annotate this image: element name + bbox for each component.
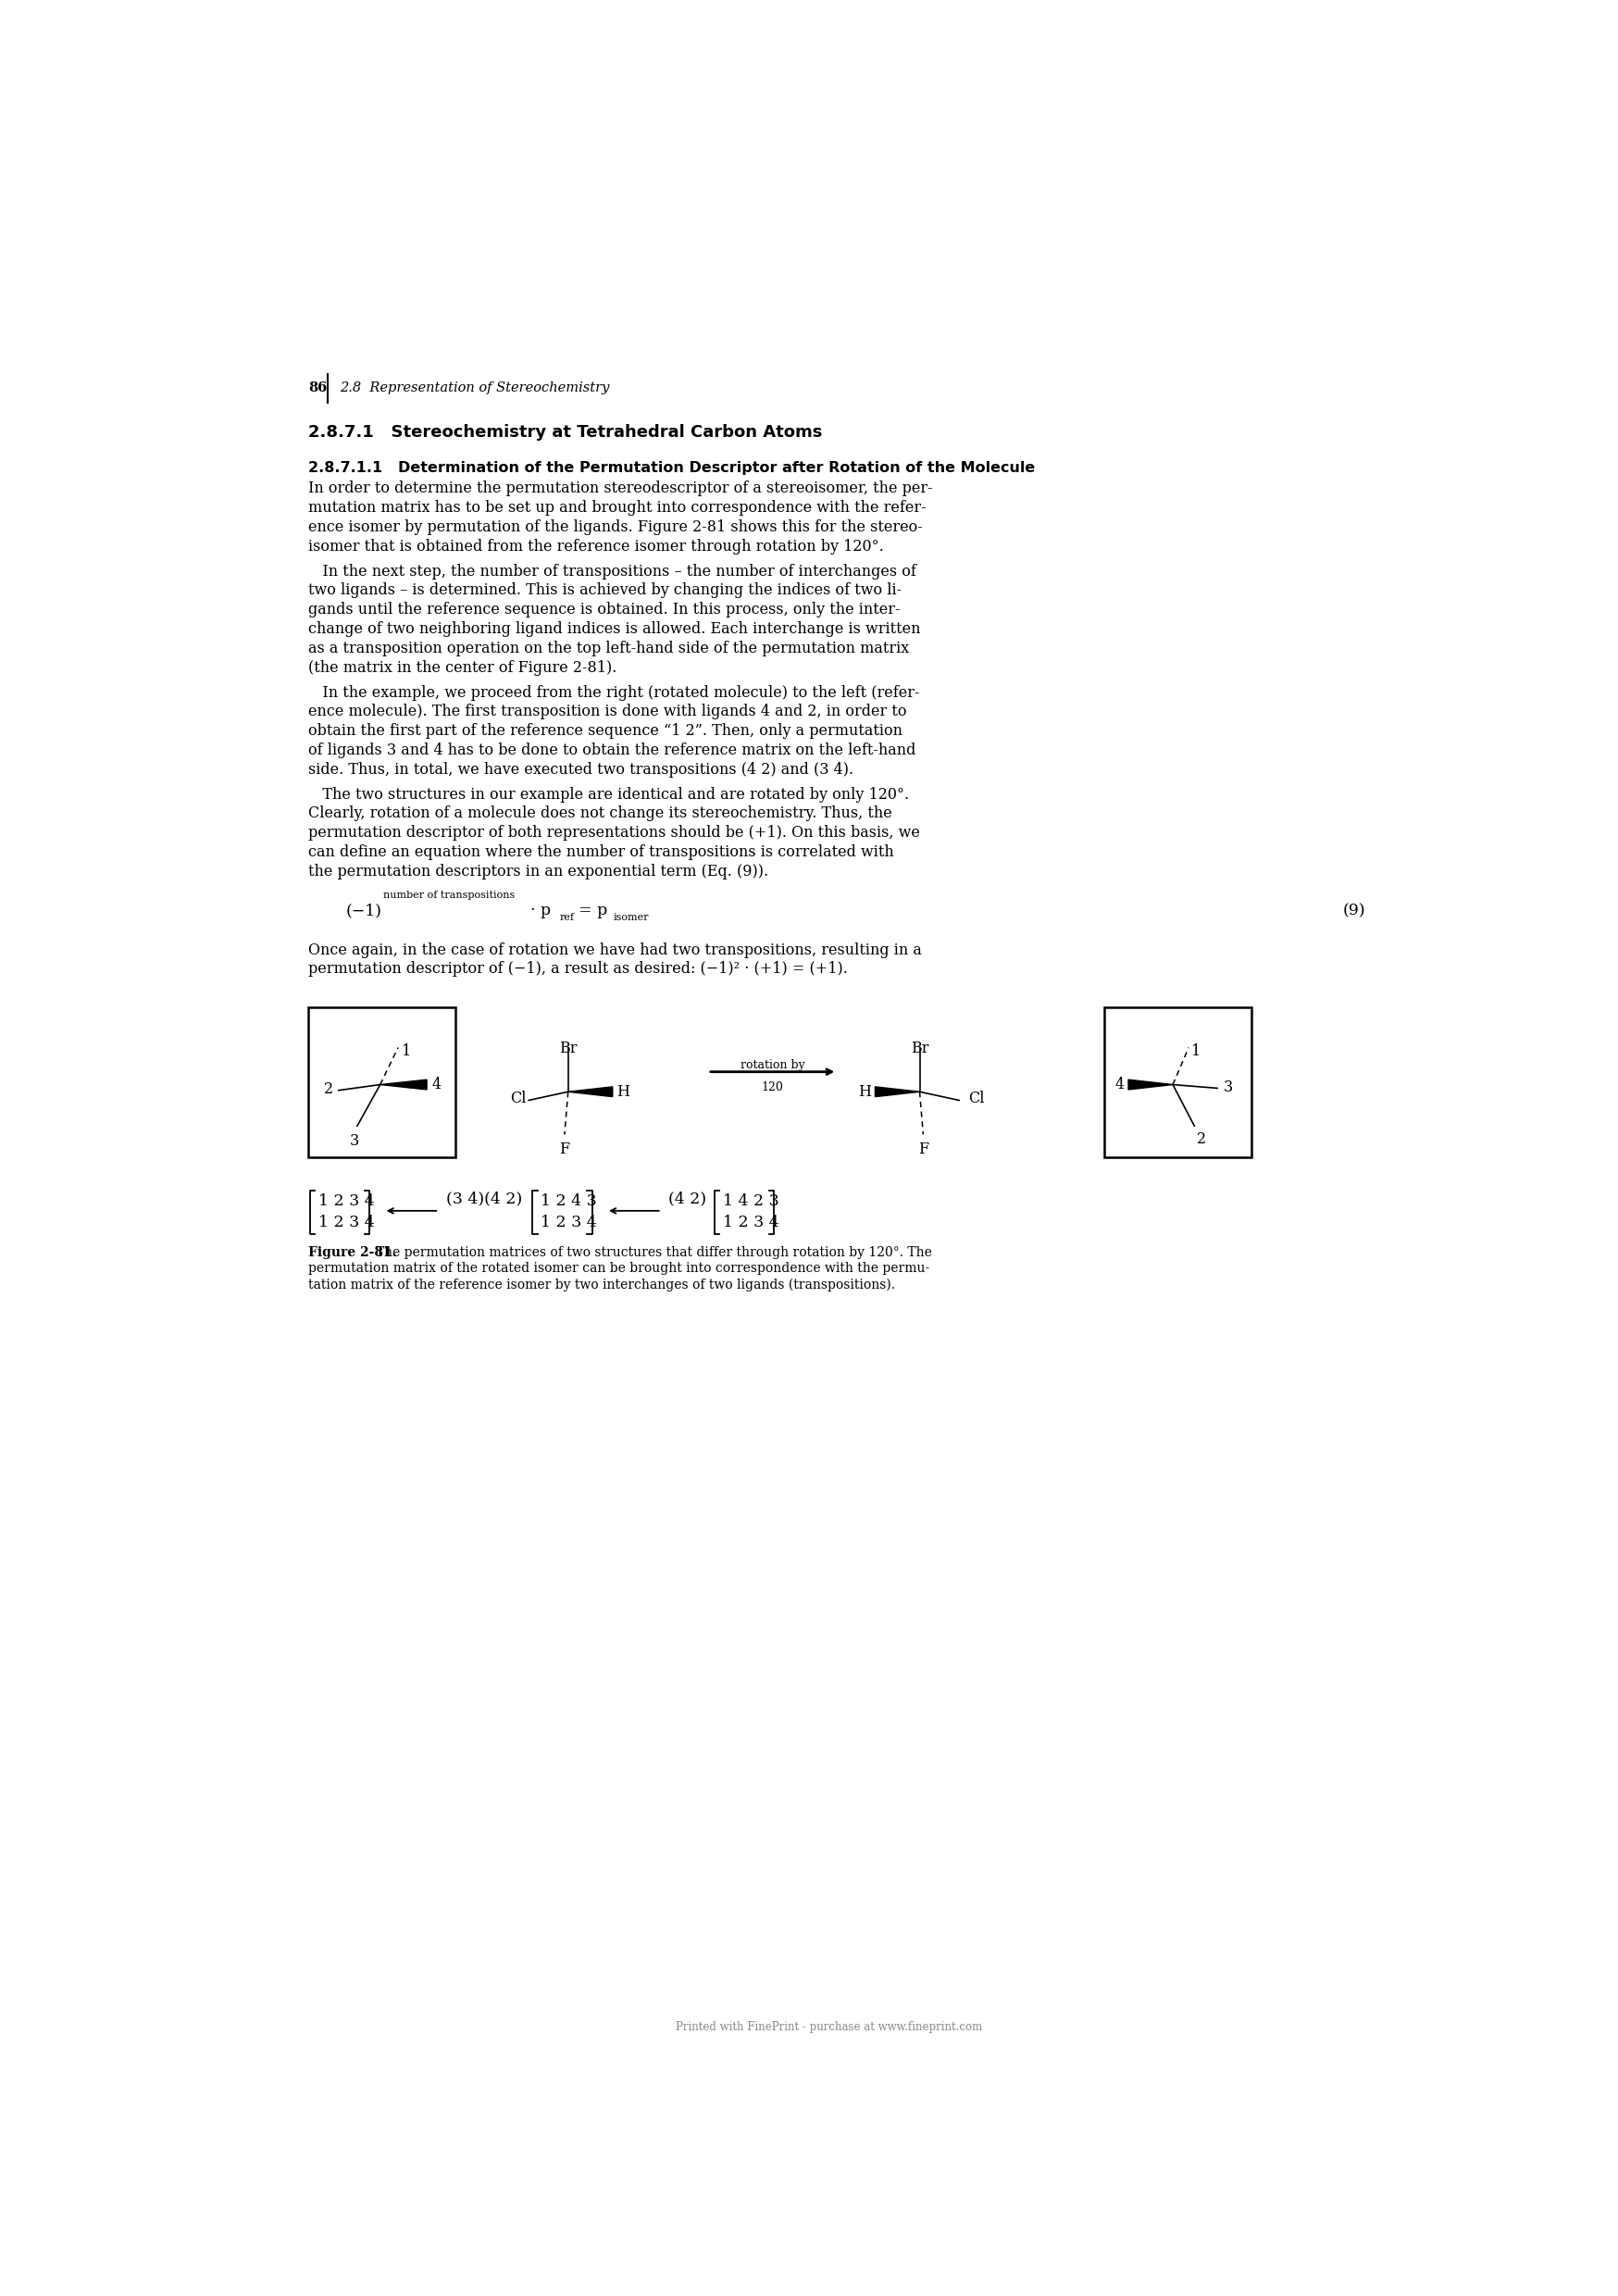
Text: (3 4)(4 2): (3 4)(4 2) bbox=[447, 1192, 523, 1208]
Text: 3: 3 bbox=[1223, 1079, 1233, 1095]
Text: (−1): (−1) bbox=[346, 902, 382, 918]
Text: Br: Br bbox=[560, 1040, 578, 1056]
Text: The two structures in our example are identical and are rotated by only 120°.: The two structures in our example are id… bbox=[309, 788, 909, 801]
Text: 1 2 3 4: 1 2 3 4 bbox=[540, 1215, 597, 1231]
Text: ence molecule). The first transposition is done with ligands 4 and 2, in order t: ence molecule). The first transposition … bbox=[309, 705, 906, 719]
Polygon shape bbox=[875, 1086, 919, 1097]
Text: gands until the reference sequence is obtained. In this process, only the inter-: gands until the reference sequence is ob… bbox=[309, 602, 900, 618]
Text: 1: 1 bbox=[1191, 1042, 1201, 1058]
Bar bbox=[1105, 1008, 1252, 1157]
Text: 2: 2 bbox=[1197, 1132, 1207, 1148]
Text: permutation descriptor of (−1), a result as desired: (−1)² · (+1) = (+1).: permutation descriptor of (−1), a result… bbox=[309, 962, 848, 978]
Text: mutation matrix has to be set up and brought into correspondence with the refer-: mutation matrix has to be set up and bro… bbox=[309, 501, 927, 517]
Text: permutation descriptor of both representations should be (+1). On this basis, we: permutation descriptor of both represent… bbox=[309, 824, 921, 840]
Polygon shape bbox=[380, 1079, 427, 1091]
Text: 4: 4 bbox=[1115, 1077, 1125, 1093]
Text: 2.8.7.1.1   Determination of the Permutation Descriptor after Rotation of the Mo: 2.8.7.1.1 Determination of the Permutati… bbox=[309, 461, 1036, 475]
Text: 2.8  Representation of Stereochemistry: 2.8 Representation of Stereochemistry bbox=[340, 381, 610, 395]
Text: Cl: Cl bbox=[510, 1091, 526, 1107]
Text: 1: 1 bbox=[401, 1042, 411, 1058]
Text: In order to determine the permutation stereodescriptor of a stereoisomer, the pe: In order to determine the permutation st… bbox=[309, 480, 934, 496]
Text: 3: 3 bbox=[349, 1134, 359, 1148]
Text: side. Thus, in total, we have executed two transpositions (4 2) and (3 4).: side. Thus, in total, we have executed t… bbox=[309, 762, 854, 778]
Text: two ligands – is determined. This is achieved by changing the indices of two li-: two ligands – is determined. This is ach… bbox=[309, 583, 901, 599]
Bar bbox=[309, 1008, 456, 1157]
Text: 1 2 3 4: 1 2 3 4 bbox=[319, 1215, 375, 1231]
Polygon shape bbox=[1128, 1079, 1173, 1091]
Text: tation matrix of the reference isomer by two interchanges of two ligands (transp: tation matrix of the reference isomer by… bbox=[309, 1279, 895, 1290]
Text: 1 2 3 4: 1 2 3 4 bbox=[723, 1215, 780, 1231]
Text: Figure 2-81.: Figure 2-81. bbox=[309, 1247, 396, 1261]
Text: 2: 2 bbox=[324, 1081, 333, 1097]
Text: Cl: Cl bbox=[969, 1091, 985, 1107]
Text: 1 2 4 3: 1 2 4 3 bbox=[540, 1194, 597, 1208]
Text: permutation matrix of the rotated isomer can be brought into correspondence with: permutation matrix of the rotated isomer… bbox=[309, 1263, 930, 1274]
Text: (4 2): (4 2) bbox=[668, 1192, 707, 1208]
Text: number of transpositions: number of transpositions bbox=[383, 891, 515, 900]
Text: Clearly, rotation of a molecule does not change its stereochemistry. Thus, the: Clearly, rotation of a molecule does not… bbox=[309, 806, 892, 822]
Text: · p: · p bbox=[531, 902, 552, 918]
Text: = p: = p bbox=[579, 902, 608, 918]
Text: In the next step, the number of transpositions – the number of interchanges of: In the next step, the number of transpos… bbox=[309, 563, 916, 579]
Text: the permutation descriptors in an exponential term (Eq. (9)).: the permutation descriptors in an expone… bbox=[309, 863, 769, 879]
Text: Br: Br bbox=[911, 1040, 929, 1056]
Text: of ligands 3 and 4 has to be done to obtain the reference matrix on the left-han: of ligands 3 and 4 has to be done to obt… bbox=[309, 742, 916, 758]
Text: obtain the first part of the reference sequence “1 2”. Then, only a permutation: obtain the first part of the reference s… bbox=[309, 723, 903, 739]
Text: change of two neighboring ligand indices is allowed. Each interchange is written: change of two neighboring ligand indices… bbox=[309, 622, 921, 636]
Text: H: H bbox=[616, 1084, 629, 1100]
Text: 2.8.7.1   Stereochemistry at Tetrahedral Carbon Atoms: 2.8.7.1 Stereochemistry at Tetrahedral C… bbox=[309, 425, 822, 441]
Text: as a transposition operation on the top left-hand side of the permutation matrix: as a transposition operation on the top … bbox=[309, 641, 909, 657]
Polygon shape bbox=[568, 1086, 613, 1097]
Text: isomer: isomer bbox=[613, 914, 649, 923]
Text: F: F bbox=[560, 1141, 570, 1157]
Text: (the matrix in the center of Figure 2-81).: (the matrix in the center of Figure 2-81… bbox=[309, 659, 616, 675]
Text: ref: ref bbox=[560, 914, 574, 923]
Text: 4: 4 bbox=[432, 1077, 442, 1093]
Text: Once again, in the case of rotation we have had two transpositions, resulting in: Once again, in the case of rotation we h… bbox=[309, 941, 922, 957]
Text: 1 2 3 4: 1 2 3 4 bbox=[319, 1194, 375, 1208]
Text: rotation by: rotation by bbox=[741, 1058, 804, 1070]
Text: isomer that is obtained from the reference isomer through rotation by 120°.: isomer that is obtained from the referen… bbox=[309, 540, 883, 553]
Text: The permutation matrices of two structures that differ through rotation by 120°.: The permutation matrices of two structur… bbox=[367, 1247, 932, 1261]
Text: Printed with FinePrint - purchase at www.fineprint.com: Printed with FinePrint - purchase at www… bbox=[676, 2020, 982, 2032]
Text: In the example, we proceed from the right (rotated molecule) to the left (refer-: In the example, we proceed from the righ… bbox=[309, 684, 919, 700]
Text: 120: 120 bbox=[762, 1081, 783, 1093]
Text: 86: 86 bbox=[309, 381, 327, 395]
Text: (9): (9) bbox=[1343, 902, 1366, 918]
Text: 1 4 2 3: 1 4 2 3 bbox=[723, 1194, 780, 1208]
Text: F: F bbox=[917, 1141, 929, 1157]
Text: ence isomer by permutation of the ligands. Figure 2-81 shows this for the stereo: ence isomer by permutation of the ligand… bbox=[309, 519, 922, 535]
Text: H: H bbox=[859, 1084, 872, 1100]
Text: can define an equation where the number of transpositions is correlated with: can define an equation where the number … bbox=[309, 845, 895, 861]
